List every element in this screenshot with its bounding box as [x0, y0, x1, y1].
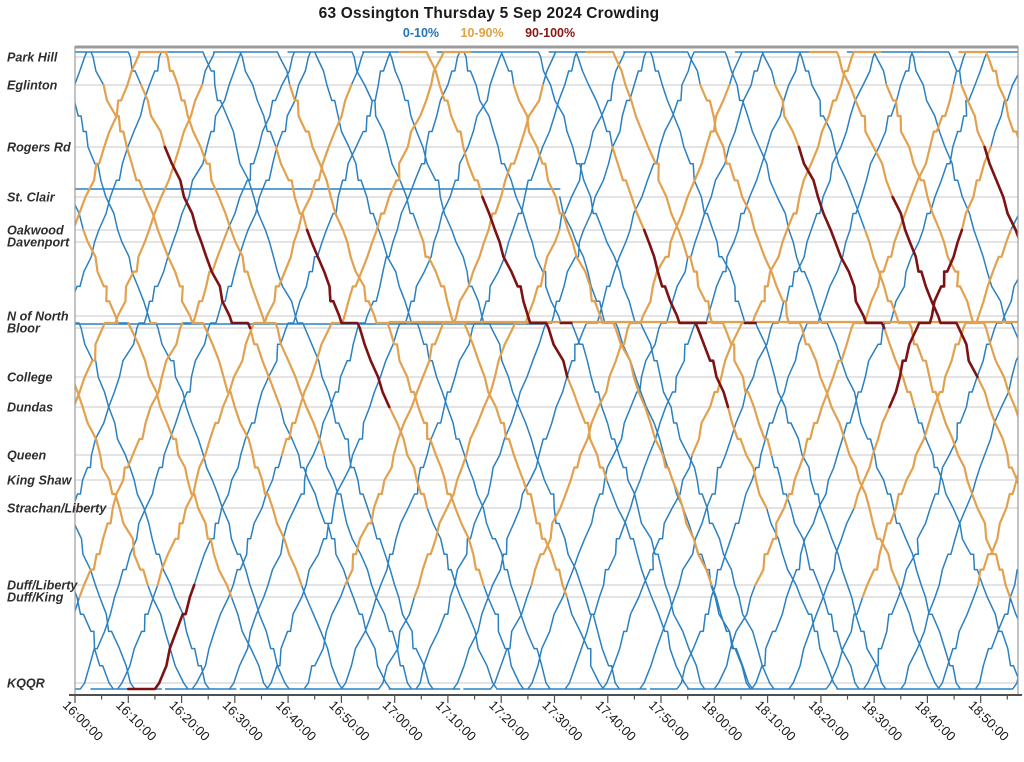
station-label: Strachan/Liberty: [7, 502, 107, 516]
x-tick-label: 17:50:00: [646, 698, 692, 744]
x-tick-label: 16:30:00: [220, 698, 266, 744]
x-tick-label: 17:30:00: [539, 698, 585, 744]
station-label: St. Clair: [7, 191, 56, 205]
chart-legend: 0-10% 10-90% 90-100%: [0, 26, 978, 40]
x-tick-label: 18:40:00: [912, 698, 958, 744]
x-tick-label: 18:20:00: [806, 698, 852, 744]
station-label: King Shaw: [7, 474, 73, 488]
station-label: Duff/King: [7, 591, 64, 605]
x-tick-label: 17:20:00: [486, 698, 532, 744]
legend-item-mid: 10-90%: [460, 26, 504, 40]
x-tick-label: 18:50:00: [966, 698, 1012, 744]
trips-0-10%: [75, 51, 1018, 690]
legend-item-low: 0-10%: [402, 26, 440, 40]
x-tick-label: 17:40:00: [593, 698, 639, 744]
station-label: Davenport: [7, 236, 70, 250]
trips-90-100%: [127, 145, 1018, 691]
station-label: College: [7, 371, 53, 385]
station-label: KQQR: [7, 677, 46, 691]
station-label: Park Hill: [7, 51, 58, 65]
x-tick-label: 16:20:00: [166, 698, 212, 744]
x-tick-label: 17:10:00: [433, 698, 479, 744]
x-tick-label: 16:00:00: [60, 698, 106, 744]
station-label: Rogers Rd: [7, 141, 71, 155]
y-axis-labels: Park Hill Eglinton Rogers Rd St. Clair Oakwo…: [7, 51, 107, 691]
station-label: Dundas: [7, 401, 53, 415]
station-label: Oakwood: [7, 224, 64, 238]
x-tick-label: 16:10:00: [113, 698, 159, 744]
station-label: Eglinton: [7, 79, 58, 93]
x-tick-label: 18:30:00: [859, 698, 905, 744]
station-label: Duff/Liberty: [7, 579, 78, 593]
station-label: Queen: [7, 449, 46, 463]
trip-lines: [75, 50, 1018, 691]
chart-title: 63 Ossington Thursday 5 Sep 2024 Crowdin…: [318, 5, 660, 22]
x-tick-label: 16:40:00: [273, 698, 319, 744]
x-tick-label: 18:00:00: [699, 698, 745, 744]
x-tick-label: 17:00:00: [380, 698, 426, 744]
x-tick-label: 16:50:00: [326, 698, 372, 744]
x-tick-label: 18:10:00: [752, 698, 798, 744]
x-axis: 16:00:00 16:10:00 16:20:00 16:30:00 16:40:00…: [60, 695, 1012, 744]
trips-10-90%: [75, 50, 1018, 599]
legend-item-high: 90-100%: [525, 26, 576, 40]
plot-frame: [69, 45, 1022, 696]
station-label: Bloor: [7, 322, 41, 336]
station-label: N of North: [7, 310, 69, 324]
